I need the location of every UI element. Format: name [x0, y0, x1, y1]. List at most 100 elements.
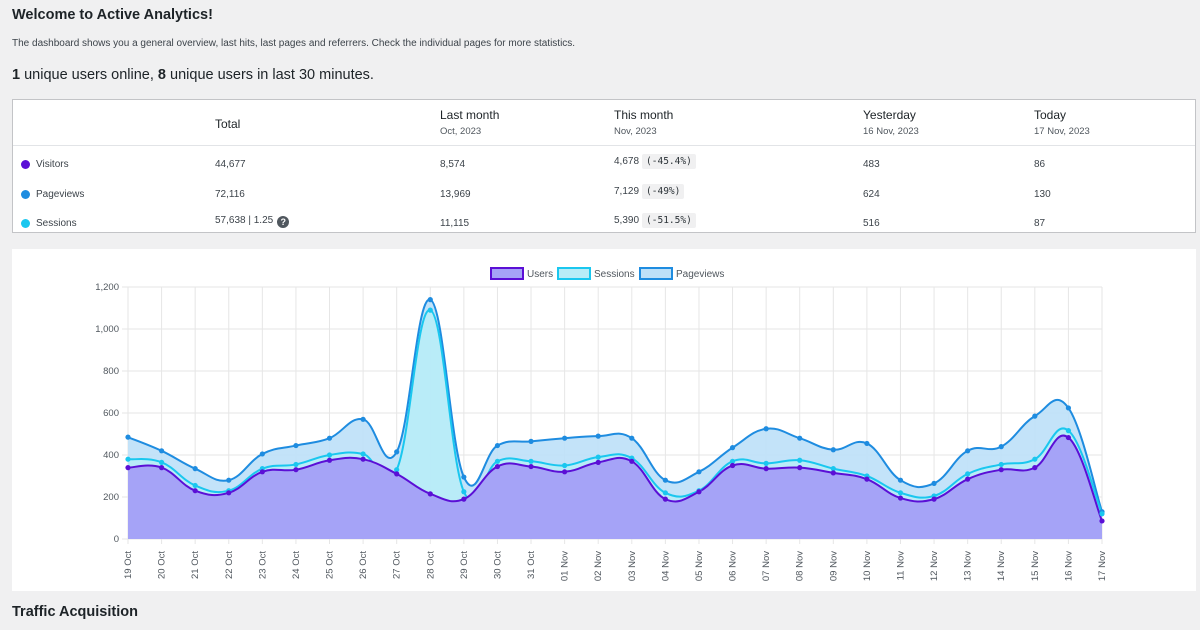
sessions-point	[965, 471, 971, 477]
sessions-dot-icon	[21, 219, 30, 228]
col-total: Total	[215, 117, 240, 131]
col-last-month-sub: Oct, 2023	[440, 126, 482, 137]
sessions-point	[360, 451, 366, 457]
x-tick-label: 05 Nov	[694, 551, 705, 581]
stats-row-pageviews: Pageviews 72,116 13,969 7,129 (-49%) 624 …	[13, 180, 1195, 209]
pageviews-point	[864, 440, 870, 447]
pageviews-legend-label: Pageviews	[676, 269, 724, 280]
last-month-value: 13,969	[440, 189, 471, 200]
pageviews-point	[494, 442, 501, 449]
x-tick-label: 17 Nov	[1097, 551, 1108, 581]
pageviews-point	[965, 448, 971, 454]
pageviews-point	[326, 435, 333, 441]
sessions-point	[830, 466, 836, 472]
pageviews-dot-icon	[21, 190, 30, 199]
pageviews-point	[998, 444, 1004, 450]
online-count: 1	[12, 67, 21, 83]
recent-count: 8	[157, 67, 166, 83]
x-tick-label: 23 Oct	[257, 551, 268, 579]
sessions-point	[1065, 428, 1072, 434]
total-value: 57,638 | 1.25	[215, 215, 274, 226]
today-value: 87	[1034, 218, 1046, 229]
sessions-legend-swatch	[557, 267, 591, 280]
pageviews-point	[394, 449, 400, 455]
x-tick-label: 09 Nov	[828, 551, 839, 581]
col-today-sub: 17 Nov, 2023	[1034, 126, 1090, 137]
y-tick-label: 1,200	[95, 282, 119, 293]
x-tick-label: 13 Nov	[963, 551, 974, 581]
yesterday-value: 624	[863, 189, 880, 200]
x-tick-label: 26 Oct	[358, 551, 369, 579]
pageviews-point	[528, 438, 534, 444]
x-tick-label: 08 Nov	[795, 551, 806, 581]
row-label: Pageviews	[36, 189, 85, 200]
pageviews-point	[696, 469, 702, 475]
x-tick-label: 25 Oct	[325, 551, 336, 579]
users-point	[259, 469, 265, 475]
x-tick-label: 12 Nov	[929, 551, 940, 581]
sessions-legend-label: Sessions	[594, 269, 635, 280]
users-point	[562, 469, 568, 475]
users-point	[1099, 518, 1105, 524]
last-month-value: 8,574	[440, 159, 466, 170]
this-month-value: 5,390	[614, 215, 640, 226]
users-point	[629, 458, 635, 464]
sessions-point	[729, 458, 736, 464]
users-point	[864, 476, 870, 482]
pageviews-point	[293, 442, 299, 449]
users-area	[128, 435, 1102, 539]
sessions-point	[494, 458, 501, 464]
x-tick-label: 07 Nov	[761, 551, 772, 581]
online-users-summary: 1 unique users online, 8 unique users in…	[12, 67, 374, 83]
sessions-point	[1099, 511, 1105, 517]
users-point	[427, 491, 433, 497]
pageviews-point	[192, 466, 198, 472]
pageviews-point	[1065, 405, 1072, 411]
users-point	[528, 463, 534, 470]
stats-row-visitors: Visitors 44,677 8,574 4,678 (-45.4%) 483 …	[13, 150, 1195, 179]
y-tick-label: 0	[114, 534, 119, 545]
x-tick-label: 10 Nov	[862, 551, 873, 581]
users-point	[830, 470, 836, 476]
y-tick-label: 1,000	[95, 324, 119, 335]
this-month-value: 7,129	[614, 186, 640, 197]
sessions-point	[662, 490, 668, 496]
sessions-point	[897, 490, 904, 496]
pageviews-point	[461, 474, 467, 480]
sessions-point	[192, 482, 198, 489]
pageviews-point	[158, 448, 165, 454]
sessions-point	[1032, 456, 1038, 462]
sessions-point	[763, 460, 769, 466]
users-point	[998, 467, 1004, 473]
pageviews-point	[763, 426, 769, 432]
col-total-title: Total	[215, 117, 241, 131]
x-tick-label: 31 Oct	[526, 551, 537, 579]
today-value: 86	[1034, 159, 1046, 170]
this-month-value: 4,678	[614, 156, 640, 167]
users-point	[897, 495, 904, 501]
sessions-point	[461, 489, 467, 495]
traffic-chart: 0 200 400 600 800 1,000 1,200 19 Oct 20 Oct 21 Oc…	[12, 249, 1196, 591]
x-tick-label: 24 Oct	[291, 551, 302, 579]
x-tick-label: 02 Nov	[593, 551, 604, 581]
users-point	[394, 471, 400, 477]
users-point	[192, 488, 198, 494]
help-icon[interactable]: ?	[277, 216, 290, 228]
x-tick-label: 16 Nov	[1063, 551, 1074, 581]
sessions-point	[293, 461, 299, 468]
row-label: Sessions	[36, 218, 77, 229]
y-tick-label: 800	[103, 366, 119, 377]
x-tick-label: 19 Oct	[123, 551, 134, 579]
y-tick-label: 400	[103, 450, 119, 461]
change-badge: (-49%)	[642, 184, 685, 199]
yesterday-value: 516	[863, 218, 880, 229]
col-last-month: Last month Oct, 2023	[440, 108, 499, 137]
x-tick-label: 06 Nov	[728, 551, 739, 581]
users-point	[1065, 434, 1072, 441]
x-tick-label: 29 Oct	[459, 551, 470, 579]
pageviews-point	[662, 477, 668, 483]
traffic-chart-svg: 0 200 400 600 800 1,000 1,200 19 Oct 20 Oct 21 Oc…	[95, 267, 1108, 581]
col-last-month-title: Last month	[440, 108, 500, 122]
pageviews-point	[562, 435, 568, 441]
pageviews-point	[360, 416, 366, 422]
